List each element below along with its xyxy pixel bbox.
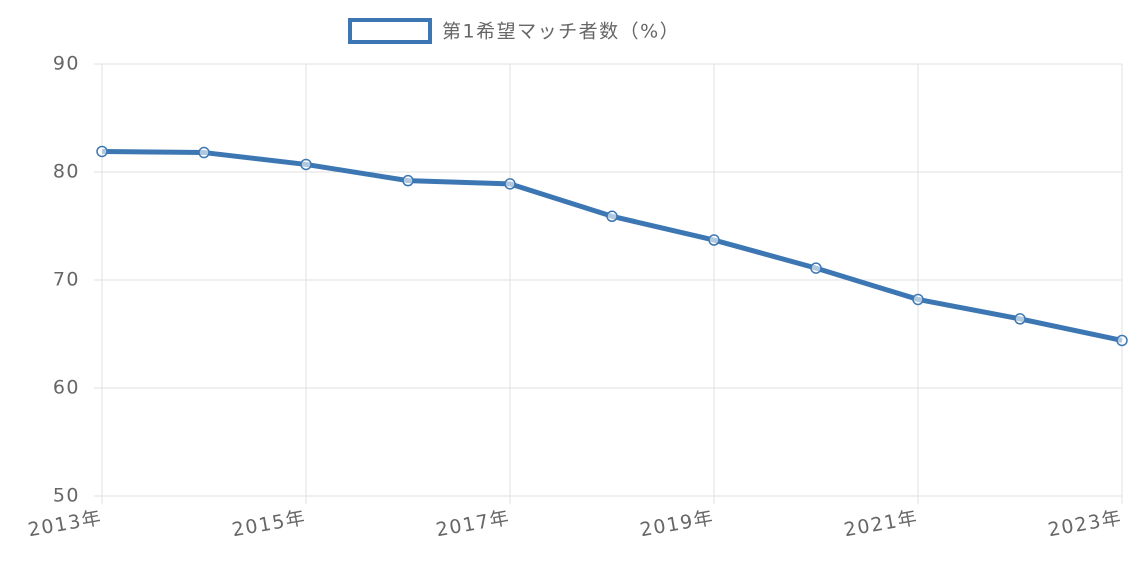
- data-point: [198, 146, 210, 159]
- x-tick-label: 2013年: [26, 507, 104, 542]
- y-tick-label: 90: [53, 53, 80, 75]
- data-point: [912, 293, 924, 306]
- data-point: [300, 158, 312, 171]
- data-point: [606, 210, 618, 223]
- data-line: [101, 148, 1123, 343]
- data-point: [96, 145, 108, 158]
- x-tick-label: 2023年: [1046, 507, 1124, 542]
- data-point: [810, 262, 822, 274]
- x-tick-label: 2021年: [842, 507, 920, 542]
- data-point: [1116, 334, 1128, 347]
- legend-swatch: [348, 18, 432, 44]
- data-point: [402, 174, 414, 187]
- y-tick-label: 70: [53, 269, 80, 291]
- x-tick-label: 2019年: [638, 507, 716, 542]
- x-tick-label: 2017年: [434, 507, 512, 542]
- y-tick-label: 50: [53, 485, 80, 507]
- data-point: [708, 234, 720, 246]
- data-point: [1014, 313, 1026, 325]
- x-tick-label: 2015年: [230, 507, 308, 542]
- data-point: [504, 178, 516, 190]
- y-tick-label: 80: [53, 161, 80, 183]
- legend-label: 第1希望マッチ者数（%）: [442, 21, 680, 43]
- y-tick-label: 60: [53, 377, 80, 399]
